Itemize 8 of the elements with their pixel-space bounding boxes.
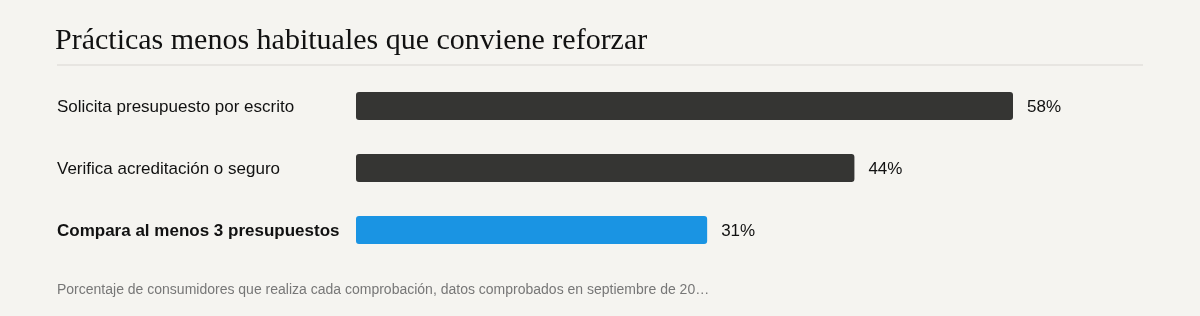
y-tick-label: Compara al menos 3 presupuestos bbox=[57, 220, 340, 240]
data-label: 44% bbox=[868, 158, 903, 178]
chart-title: Prácticas menos habituales que conviene reforzar bbox=[55, 21, 648, 55]
data-label: 31% bbox=[721, 220, 756, 240]
data-label: 58% bbox=[1027, 96, 1062, 116]
y-tick-label: Verifica acreditación o seguro bbox=[57, 158, 281, 178]
y-tick-label: Solicita presupuesto por escrito bbox=[57, 96, 295, 116]
text: Porcentaje de consumidores que realiza cada comprobación, datos comprobados en septiembre de 20… bbox=[57, 281, 710, 297]
